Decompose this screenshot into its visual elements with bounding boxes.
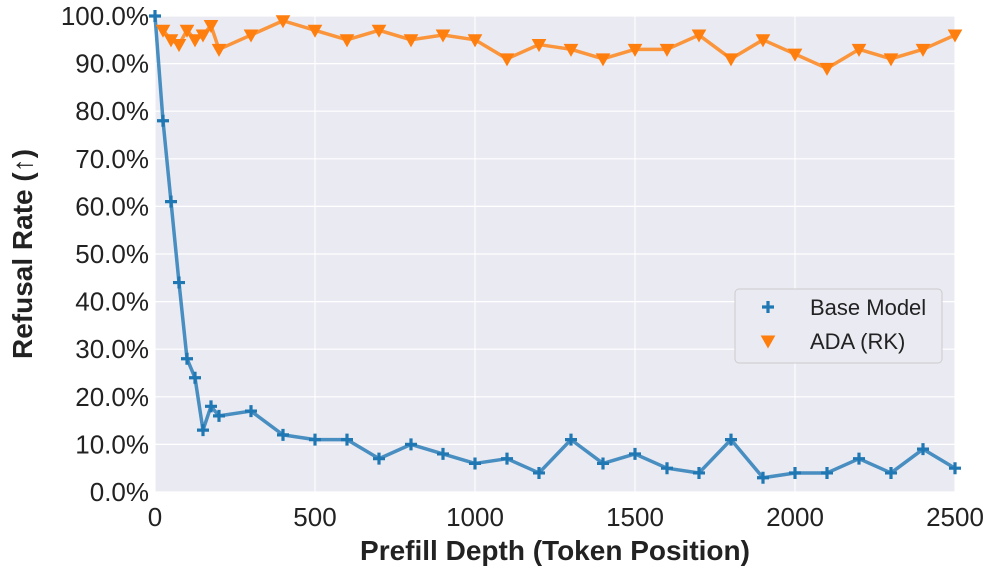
data-point bbox=[917, 443, 929, 456]
data-point bbox=[947, 29, 963, 43]
y-axis-title: Refusal Rate (↑) bbox=[7, 149, 38, 359]
data-point bbox=[179, 24, 195, 38]
data-point bbox=[205, 400, 217, 413]
x-tick-label: 1000 bbox=[446, 502, 504, 532]
y-tick-label: 10.0% bbox=[75, 429, 149, 459]
data-point bbox=[661, 462, 673, 475]
series-1 bbox=[155, 15, 963, 76]
legend-marker-symbol bbox=[762, 301, 774, 313]
y-tick-label: 80.0% bbox=[75, 96, 149, 126]
data-point bbox=[853, 452, 865, 465]
x-axis-title: Prefill Depth (Token Position) bbox=[360, 535, 750, 566]
data-point bbox=[307, 24, 323, 38]
x-tick-label: 2500 bbox=[926, 502, 984, 532]
data-point bbox=[243, 29, 259, 43]
data-point bbox=[213, 409, 225, 422]
data-point bbox=[883, 53, 899, 67]
series-layer bbox=[149, 10, 963, 484]
data-point bbox=[173, 276, 185, 289]
data-point bbox=[821, 466, 833, 479]
data-point bbox=[565, 433, 577, 446]
data-point bbox=[405, 438, 417, 451]
legend-marker-base-model bbox=[762, 301, 774, 313]
data-point bbox=[819, 62, 835, 76]
data-point bbox=[187, 34, 203, 48]
data-point bbox=[437, 447, 449, 460]
x-tick-label: 1500 bbox=[606, 502, 664, 532]
x-axis-ticks: 0 500 1000 1500 2000 2500 bbox=[148, 502, 984, 532]
legend-box bbox=[734, 288, 943, 364]
data-point bbox=[501, 452, 513, 465]
data-point bbox=[189, 371, 201, 384]
legend-marker-symbol bbox=[760, 335, 776, 349]
data-point bbox=[691, 29, 707, 43]
data-point bbox=[597, 457, 609, 470]
data-point bbox=[155, 24, 171, 38]
data-point bbox=[499, 53, 515, 67]
y-axis-ticks: 0.0% 10.0% 20.0% 30.0% 40.0% 50.0% 60.0% 70.0% 8… bbox=[61, 1, 149, 507]
x-tick-label: 500 bbox=[293, 502, 336, 532]
data-point bbox=[339, 34, 355, 48]
data-point bbox=[157, 114, 169, 127]
data-point bbox=[149, 10, 161, 22]
data-point bbox=[245, 405, 257, 418]
data-point bbox=[725, 433, 737, 446]
data-point bbox=[211, 43, 227, 57]
data-point bbox=[197, 424, 209, 437]
y-tick-label: 30.0% bbox=[75, 334, 149, 364]
data-point bbox=[693, 466, 705, 479]
data-point bbox=[915, 43, 931, 57]
y-tick-label: 70.0% bbox=[75, 144, 149, 174]
data-point bbox=[531, 39, 547, 53]
data-point bbox=[789, 466, 801, 479]
x-tick-label: 0 bbox=[148, 502, 162, 532]
data-point bbox=[181, 352, 193, 365]
data-point bbox=[723, 53, 739, 67]
y-tick-label: 40.0% bbox=[75, 287, 149, 317]
data-point bbox=[341, 433, 353, 446]
data-point bbox=[203, 20, 219, 34]
data-point bbox=[787, 48, 803, 62]
data-point bbox=[171, 39, 187, 53]
data-point bbox=[627, 43, 643, 57]
legend: Base Model ADA (RK) bbox=[734, 288, 943, 364]
data-point bbox=[949, 462, 961, 475]
data-point bbox=[533, 466, 545, 479]
y-tick-label: 50.0% bbox=[75, 239, 149, 269]
legend-label-base-model: Base Model bbox=[810, 295, 926, 320]
data-point bbox=[195, 29, 211, 43]
series-0 bbox=[149, 10, 961, 484]
data-point bbox=[629, 447, 641, 460]
data-point bbox=[755, 34, 771, 48]
data-point bbox=[469, 457, 481, 470]
y-tick-label: 0.0% bbox=[90, 477, 149, 507]
data-point bbox=[373, 452, 385, 465]
data-point bbox=[371, 24, 387, 38]
data-point bbox=[403, 34, 419, 48]
data-point bbox=[277, 428, 289, 441]
y-tick-label: 20.0% bbox=[75, 382, 149, 412]
y-tick-label: 60.0% bbox=[75, 191, 149, 221]
data-point bbox=[659, 43, 675, 57]
data-point bbox=[851, 43, 867, 57]
data-point bbox=[885, 466, 897, 479]
data-point bbox=[165, 195, 177, 208]
data-point bbox=[275, 15, 291, 29]
data-point bbox=[563, 43, 579, 57]
data-point bbox=[757, 471, 769, 484]
y-tick-label: 90.0% bbox=[75, 49, 149, 79]
x-tick-label: 2000 bbox=[766, 502, 824, 532]
legend-marker-ada-rk bbox=[760, 335, 776, 349]
data-point bbox=[435, 29, 451, 43]
data-point bbox=[467, 34, 483, 48]
data-point bbox=[595, 53, 611, 67]
legend-label-ada-rk: ADA (RK) bbox=[810, 329, 905, 354]
y-tick-label: 100.0% bbox=[61, 1, 149, 31]
data-point bbox=[309, 433, 321, 446]
